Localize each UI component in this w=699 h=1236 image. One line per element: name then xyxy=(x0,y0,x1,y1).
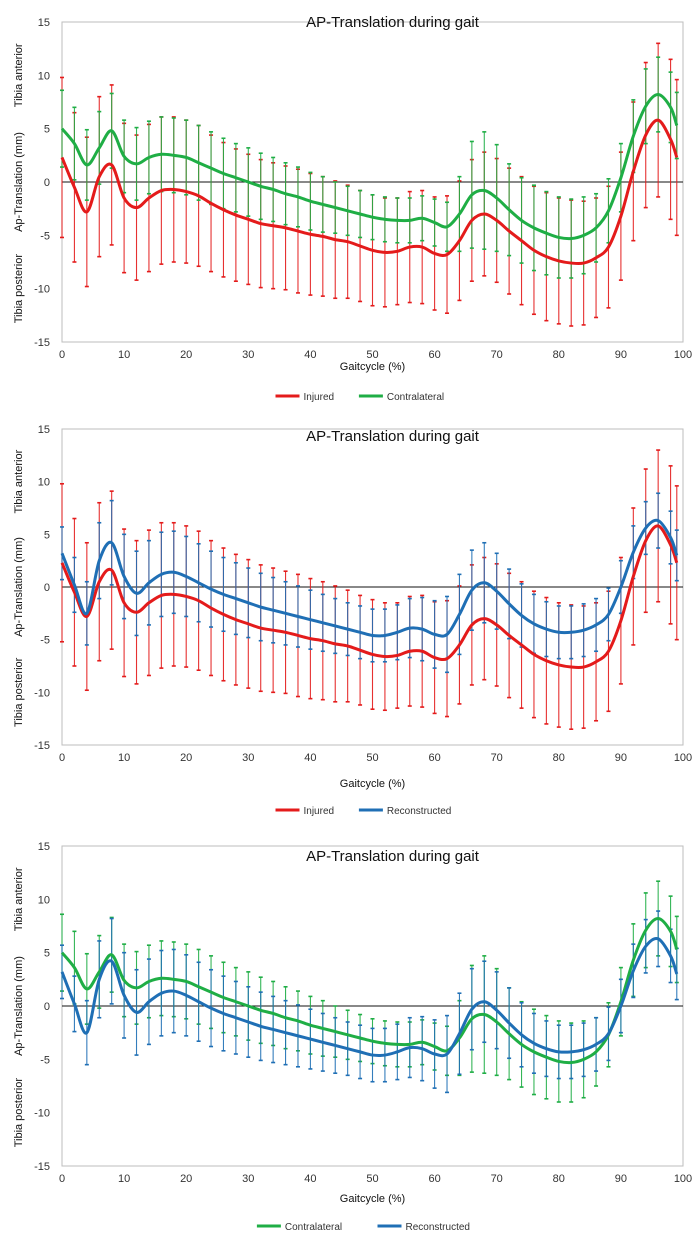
x-tick-label: 30 xyxy=(242,1173,254,1185)
x-tick-label: 10 xyxy=(118,349,130,361)
error-bars-reconstructed xyxy=(60,910,679,1094)
y-tick-label: 0 xyxy=(44,177,50,189)
y-tick-label: 10 xyxy=(38,894,50,906)
y-axis-label-anterior: Tibia anterior xyxy=(13,867,25,931)
y-tick-label: 0 xyxy=(44,582,50,594)
legend: Contralateral Reconstructed xyxy=(256,1222,470,1233)
x-tick-label: 10 xyxy=(118,752,130,764)
x-tick-label: 90 xyxy=(615,752,627,764)
x-tick-label: 10 xyxy=(118,1173,130,1185)
y-axis-label-posterior: Tibia posterior xyxy=(13,1078,25,1148)
x-tick-label: 0 xyxy=(59,1173,65,1185)
mean-line-injured xyxy=(60,524,679,670)
legend-label: Injured xyxy=(304,392,335,403)
x-tick-label: 70 xyxy=(491,752,503,764)
x-tick-label: 50 xyxy=(366,349,378,361)
mean-line-reconstructed xyxy=(60,518,679,638)
y-tick-label: 5 xyxy=(44,948,50,960)
chart-title: AP-Translation during gait xyxy=(306,848,480,865)
x-tick-label: 60 xyxy=(428,752,440,764)
x-tick-label: 50 xyxy=(366,1173,378,1185)
chart-panel-3: AP-Translation during gait151050-5-10-15… xyxy=(13,841,692,1233)
y-tick-label: 10 xyxy=(38,70,50,82)
y-tick-label: -10 xyxy=(34,1108,50,1120)
x-tick-label: 60 xyxy=(428,1173,440,1185)
x-tick-label: 100 xyxy=(674,1173,692,1185)
x-tick-label: 100 xyxy=(674,752,692,764)
x-tick-label: 80 xyxy=(553,349,565,361)
chart-panel-1: AP-Translation during gait151050-5-10-15… xyxy=(13,14,692,403)
legend-label: Reconstructed xyxy=(406,1222,470,1233)
error-bars-contralateral xyxy=(60,56,679,279)
x-tick-label: 100 xyxy=(674,349,692,361)
legend: Injured Contralateral xyxy=(275,392,444,403)
legend-label: Contralateral xyxy=(387,392,444,403)
chart-title: AP-Translation during gait xyxy=(306,428,480,445)
legend: Injured Reconstructed xyxy=(275,806,451,817)
y-tick-label: -10 xyxy=(34,284,50,296)
y-axis-label-anterior: Tibia anterior xyxy=(13,43,25,107)
legend-label: Reconstructed xyxy=(387,806,451,817)
mean-line-injured xyxy=(60,118,679,266)
error-bars-reconstructed xyxy=(60,492,679,674)
y-axis-label: Ap-Translation (mm) xyxy=(13,956,25,1056)
x-tick-label: 20 xyxy=(180,349,192,361)
y-tick-label: 15 xyxy=(38,17,50,29)
chart-panel-2: AP-Translation during gait151050-5-10-15… xyxy=(13,424,692,817)
x-tick-label: 90 xyxy=(615,1173,627,1185)
x-tick-label: 20 xyxy=(180,752,192,764)
y-axis-label-posterior: Tibia posterior xyxy=(13,254,25,324)
mean-line-contralateral xyxy=(60,917,679,1065)
x-tick-label: 50 xyxy=(366,752,378,764)
y-tick-label: -15 xyxy=(34,1161,50,1173)
y-tick-label: 15 xyxy=(38,424,50,436)
x-axis-label: Gaitcycle (%) xyxy=(340,361,405,373)
x-tick-label: 20 xyxy=(180,1173,192,1185)
y-axis-label-anterior: Tibia anterior xyxy=(13,449,25,513)
y-axis-label: Ap-Translation (mm) xyxy=(13,132,25,232)
y-tick-label: -10 xyxy=(34,687,50,699)
error-bars-contralateral xyxy=(60,880,679,1103)
y-tick-label: 15 xyxy=(38,841,50,853)
error-bars-injured xyxy=(60,42,679,327)
x-tick-label: 0 xyxy=(59,752,65,764)
y-tick-label: -5 xyxy=(40,635,50,647)
x-tick-label: 40 xyxy=(304,752,316,764)
legend-label: Contralateral xyxy=(285,1222,342,1233)
y-tick-label: 5 xyxy=(44,124,50,136)
y-tick-label: -15 xyxy=(34,337,50,349)
y-tick-label: 10 xyxy=(38,477,50,489)
x-tick-label: 30 xyxy=(242,349,254,361)
legend-label: Injured xyxy=(304,806,335,817)
y-axis-label-posterior: Tibia posterior xyxy=(13,657,25,727)
y-tick-label: -5 xyxy=(40,1054,50,1066)
x-axis-label: Gaitcycle (%) xyxy=(340,1193,405,1205)
error-bars-injured xyxy=(60,449,679,731)
y-tick-label: 0 xyxy=(44,1001,50,1013)
x-tick-label: 90 xyxy=(615,349,627,361)
y-tick-label: -15 xyxy=(34,740,50,752)
y-tick-label: -5 xyxy=(40,230,50,242)
y-tick-label: 5 xyxy=(44,529,50,541)
x-tick-label: 80 xyxy=(553,752,565,764)
x-tick-label: 40 xyxy=(304,1173,316,1185)
x-tick-label: 0 xyxy=(59,349,65,361)
x-tick-label: 30 xyxy=(242,752,254,764)
x-tick-label: 70 xyxy=(491,1173,503,1185)
x-tick-label: 70 xyxy=(491,349,503,361)
x-tick-label: 60 xyxy=(428,349,440,361)
mean-line-contralateral xyxy=(60,93,679,241)
x-tick-label: 40 xyxy=(304,349,316,361)
chart-title: AP-Translation during gait xyxy=(306,14,480,31)
mean-line-reconstructed xyxy=(60,936,679,1058)
y-axis-label: Ap-Translation (mm) xyxy=(13,537,25,637)
x-axis-label: Gaitcycle (%) xyxy=(340,778,405,790)
x-tick-label: 80 xyxy=(553,1173,565,1185)
